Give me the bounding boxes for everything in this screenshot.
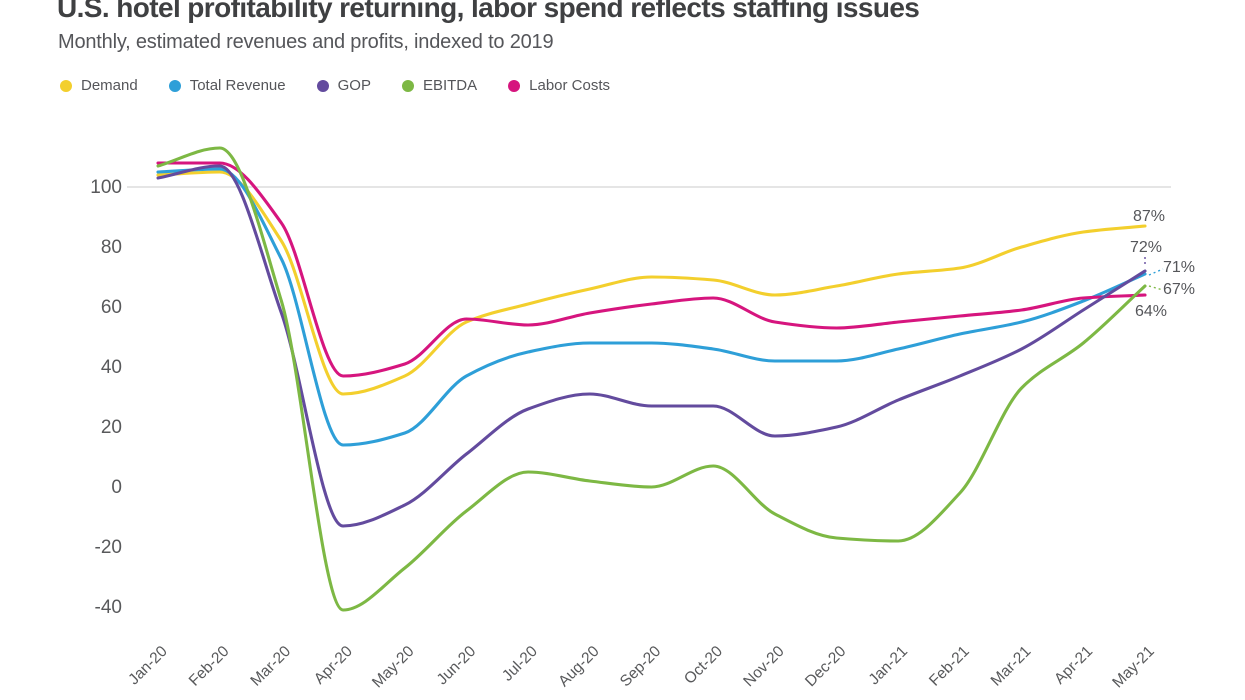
- legend-label-ebitda: EBITDA: [422, 77, 478, 94]
- x-tick-label-apr-21: Apr-21: [1051, 643, 1096, 688]
- legend-item-total-revenue: Total Revenue: [168, 77, 286, 94]
- x-tick-label-mar-20: Mar-20: [247, 643, 294, 690]
- legend-label-labor-costs: Labor Costs: [529, 77, 611, 94]
- series-line-demand: [156, 170, 1147, 396]
- end-value-label-gop: 72%: [1130, 239, 1162, 256]
- x-tick-label-jan-21: Jan-21: [866, 643, 912, 689]
- x-tick-label-may-21: May-21: [1109, 643, 1158, 692]
- x-tick-label-oct-20: Oct-20: [681, 643, 726, 688]
- legend-dot-labor-costs: [508, 79, 521, 92]
- x-tick-label-feb-21: Feb-21: [926, 643, 973, 690]
- x-tick-label-mar-21: Mar-21: [988, 643, 1035, 690]
- legend-dot-demand: [60, 79, 72, 92]
- legend-dot-gop: [316, 79, 329, 92]
- y-tick-label--40: -40: [95, 597, 122, 618]
- end-label-leader-total-revenue: [1148, 268, 1164, 276]
- x-tick-label-jan-20: Jan-20: [125, 643, 171, 689]
- end-value-label-demand: 87%: [1133, 208, 1165, 225]
- y-tick-label-40: 40: [101, 357, 122, 378]
- legend: Demand Total Revenue GOP EBITDA Labor Costs: [60, 77, 610, 94]
- legend-label-total-revenue: Total Revenue: [189, 77, 286, 94]
- legend-item-labor-costs: Labor Costs: [508, 77, 610, 94]
- x-tick-label-dec-20: Dec-20: [802, 643, 850, 691]
- x-tick-label-jun-20: Jun-20: [434, 643, 480, 689]
- legend-item-gop: GOP: [316, 77, 371, 94]
- x-tick-label-may-20: May-20: [369, 643, 418, 692]
- chart-subtitle: Monthly, estimated revenues and profits,…: [58, 31, 554, 53]
- series-line-ebitda: [156, 146, 1147, 612]
- end-value-label-total-revenue: 71%: [1163, 259, 1195, 276]
- end-value-label-labor-costs: 64%: [1135, 303, 1167, 320]
- x-tick-label-jul-20: Jul-20: [499, 643, 541, 685]
- legend-label-gop: GOP: [337, 77, 371, 94]
- series-line-labor-costs: [156, 161, 1147, 378]
- legend-item-demand: Demand: [60, 77, 138, 94]
- y-tick-label--20: -20: [95, 537, 122, 558]
- y-tick-label-0: 0: [111, 477, 122, 498]
- x-tick-label-aug-20: Aug-20: [555, 643, 603, 691]
- x-tick-label-sep-20: Sep-20: [617, 643, 665, 691]
- x-tick-label-nov-20: Nov-20: [740, 643, 788, 691]
- x-tick-label-feb-20: Feb-20: [186, 643, 233, 690]
- legend-dot-ebitda: [401, 79, 414, 92]
- y-tick-label-80: 80: [101, 237, 122, 258]
- end-label-leader-ebitda: [1148, 285, 1164, 291]
- y-tick-label-100: 100: [90, 177, 122, 198]
- series-line-total-revenue: [156, 167, 1147, 447]
- end-value-label-ebitda: 67%: [1163, 281, 1195, 298]
- x-tick-label-apr-20: Apr-20: [311, 643, 356, 688]
- legend-label-demand: Demand: [81, 77, 138, 94]
- y-tick-label-60: 60: [101, 297, 122, 318]
- legend-item-ebitda: EBITDA: [401, 77, 478, 94]
- legend-dot-total-revenue: [168, 79, 181, 92]
- y-tick-label-20: 20: [101, 417, 122, 438]
- chart-title: U.S. hotel profitability returning, labo…: [57, 0, 920, 23]
